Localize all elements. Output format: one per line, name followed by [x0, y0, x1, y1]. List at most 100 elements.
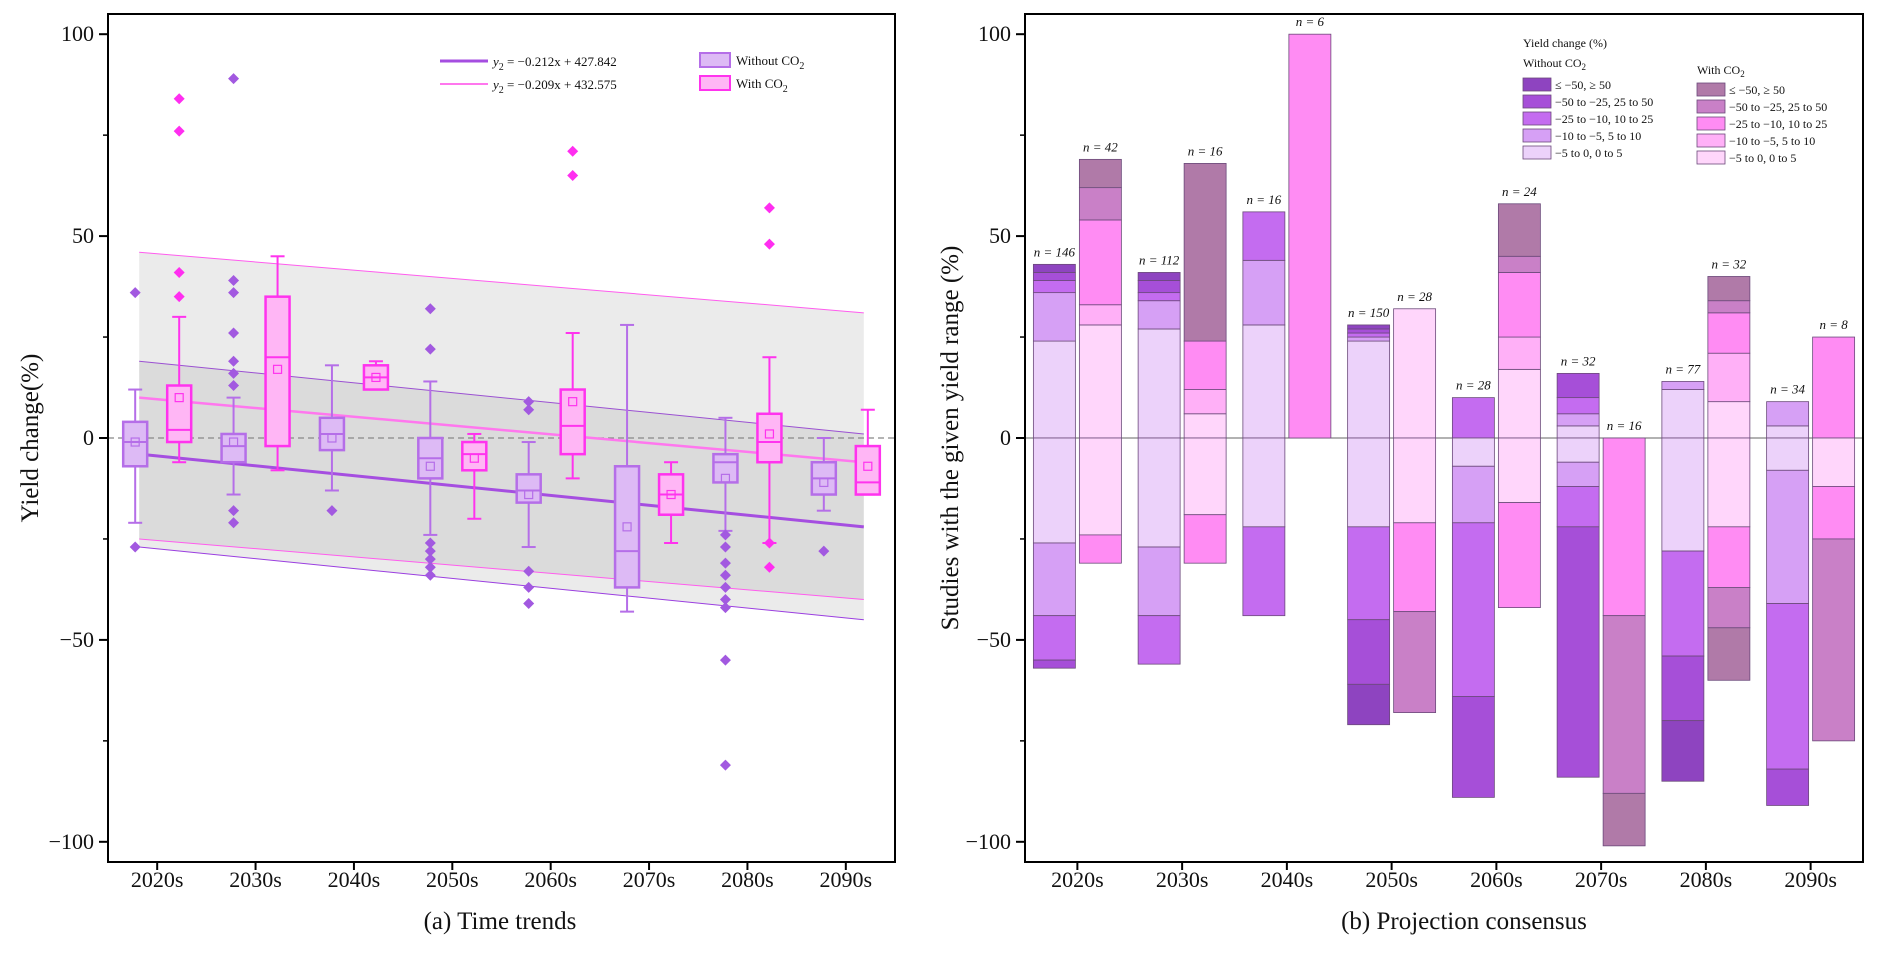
b-segment-negative [1347, 526, 1391, 621]
b-segment-positive [1556, 413, 1600, 427]
b-segment-positive [1707, 352, 1751, 403]
a-box-mean [666, 489, 676, 500]
a-box-without-2030s [220, 73, 247, 529]
b-legend-swatch-with [1696, 133, 1726, 148]
a-outlier-point [763, 561, 775, 573]
a-outlier-point [173, 291, 185, 303]
b-bars [1032, 33, 1856, 847]
b-segment-positive [1707, 312, 1751, 354]
panel-a-time-trends: −100 −50 0 50 100 2020s 2030s 2040s 2050s 2060s 20… [17, 13, 896, 935]
a-x-tick-label: 2060s [524, 867, 577, 892]
b-n-label-with-2090s: n = 8 [1819, 317, 1848, 332]
b-segment-positive [1451, 397, 1495, 439]
b-segment-negative [1347, 683, 1391, 726]
b-legend-swatch-with [1696, 116, 1726, 131]
b-segment-negative [1661, 655, 1705, 722]
a-box-mean [327, 433, 337, 443]
a-box-body [220, 432, 247, 464]
b-bar-without-2030s [1137, 272, 1181, 665]
b-segment-negative [1556, 486, 1600, 528]
b-legend-label-without: −50 to −25, 25 to 50 [1555, 95, 1653, 109]
a-outlier-point [523, 581, 535, 593]
b-bar-without-2080s [1661, 381, 1705, 782]
a-outlier-point [228, 367, 240, 379]
a-box-with-2040s [362, 360, 390, 391]
a-legend-swatch-without [699, 52, 731, 68]
b-y-tick-label: 100 [978, 21, 1011, 46]
b-n-label-without-2070s: n = 32 [1561, 353, 1596, 368]
a-box-body [515, 473, 542, 504]
b-n-label-without-2020s: n = 146 [1034, 244, 1076, 259]
a-y-tick-label: 50 [72, 223, 94, 248]
a-box-body [121, 420, 149, 468]
b-n-label-without-2080s: n = 77 [1665, 361, 1700, 376]
a-box-mean [720, 473, 731, 483]
b-legend-title: Yield change (%) [1523, 36, 1607, 50]
a-box-with-2030s [264, 255, 291, 472]
a-y-tick-label: −100 [49, 829, 94, 854]
a-box-mean [524, 489, 534, 500]
a-box-body [712, 452, 739, 484]
a-y-tick-label: −50 [60, 627, 94, 652]
b-bar-without-2060s [1451, 397, 1495, 798]
b-segment-negative [1032, 542, 1076, 617]
a-outlier-point [523, 404, 535, 416]
a-box-with-2070s [657, 461, 685, 544]
a-outlier-point [523, 565, 535, 577]
b-x-tick-label: 2030s [1156, 867, 1209, 892]
b-segment-negative [1556, 526, 1600, 778]
b-segment-positive [1183, 413, 1227, 439]
a-box-mean [130, 437, 140, 447]
a-box-with-2080s [756, 202, 783, 573]
a-box-legend: Without CO2 With CO2 [699, 52, 804, 95]
b-segment-negative [1242, 526, 1286, 617]
b-segment-negative [1242, 437, 1286, 528]
a-trend-equation-without: y2 = −0.212x + 427.842 [491, 54, 617, 73]
b-segment-negative [1766, 469, 1810, 604]
b-segment-positive [1242, 211, 1286, 261]
a-legend-label-without: Without CO2 [736, 53, 804, 72]
b-legend-swatch-with [1696, 99, 1726, 114]
b-n-label-without-2030s: n = 112 [1139, 252, 1180, 267]
a-y-axis-label: Yield change(%) [17, 354, 44, 523]
b-segment-negative [1078, 437, 1122, 536]
b-segment-positive [1347, 332, 1391, 338]
b-segment-negative [1451, 437, 1495, 467]
a-trend-line-with [139, 396, 864, 464]
a-box-mean [174, 393, 184, 403]
a-outlier-point [523, 598, 535, 610]
a-outlier-point [326, 505, 338, 517]
b-segment-positive [1707, 276, 1751, 302]
b-segment-negative [1347, 619, 1391, 685]
b-n-label-without-2040s: n = 16 [1246, 192, 1281, 207]
b-segment-negative [1451, 522, 1495, 697]
b-segment-negative [1707, 526, 1751, 588]
b-segment-positive [1032, 280, 1076, 294]
b-segment-negative [1497, 502, 1541, 609]
a-outlier-point [129, 541, 141, 553]
b-segment-negative [1556, 461, 1600, 487]
a-box-mean [371, 372, 381, 383]
b-segment-positive [1078, 158, 1122, 189]
a-box-mean [228, 437, 239, 447]
a-outlier-point [763, 238, 775, 250]
b-segment-negative [1183, 437, 1227, 516]
a-legend-label-with: With CO2 [736, 76, 788, 95]
a-outlier-point [173, 266, 185, 278]
b-bar-without-2050s [1347, 324, 1391, 726]
b-caption: (b) Projection consensus [1341, 908, 1587, 935]
a-trend-line-without [139, 452, 864, 529]
b-segment-negative [1032, 437, 1076, 544]
b-bar-with-2030s [1183, 163, 1227, 564]
b-bar-with-2020s [1078, 158, 1122, 564]
a-outlier-point [424, 343, 436, 355]
b-n-label-with-2070s: n = 16 [1607, 418, 1642, 433]
b-bar-with-2040s [1288, 33, 1332, 439]
a-box-without-2060s [515, 396, 542, 610]
a-outlier-point [424, 553, 436, 565]
b-bar-with-2070s [1602, 437, 1646, 847]
b-bar-with-2090s [1812, 336, 1856, 742]
b-segment-positive [1078, 304, 1122, 326]
b-segment-negative [1661, 550, 1705, 657]
b-segment-positive [1032, 272, 1076, 281]
